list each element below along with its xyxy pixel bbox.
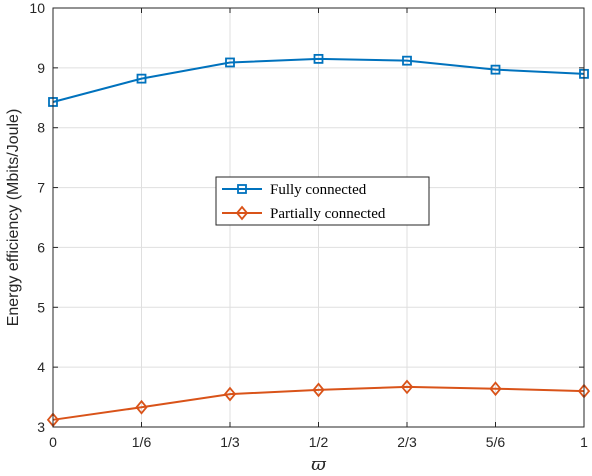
x-tick-label: 1 [580, 434, 588, 450]
legend-label: Partially connected [270, 206, 386, 222]
y-tick-label: 9 [37, 60, 45, 76]
series-fully-connected [48, 53, 589, 107]
x-tick-label: 1/3 [220, 434, 240, 450]
data-point [225, 57, 235, 68]
series-line [52, 57, 585, 103]
data-point [312, 382, 325, 398]
axis-ticks: 0 1/6 1/3 1/2 2/3 5/6 1 3 4 5 6 7 8 9 10 [29, 0, 588, 450]
x-tick-label: 1/6 [132, 434, 152, 450]
y-tick-label: 5 [37, 299, 45, 315]
legend-label: Fully connected [270, 182, 367, 198]
data-point [135, 399, 148, 415]
y-axis-label: Energy efficiency (Mbits/Joule) [5, 109, 22, 327]
x-axis-label: ϖ [311, 454, 327, 475]
x-tick-label: 0 [49, 434, 57, 450]
y-tick-label: 6 [37, 239, 45, 255]
legend-marker [237, 184, 247, 194]
series-line [52, 385, 585, 421]
data-point [400, 379, 414, 395]
data-point [223, 386, 237, 402]
data-point [136, 73, 147, 84]
x-tick-label: 5/6 [486, 434, 506, 450]
data-point [489, 381, 502, 397]
x-tick-label: 2/3 [397, 434, 417, 450]
legend-item: Fully connected [222, 182, 367, 198]
series-group [46, 53, 591, 428]
y-tick-label: 10 [29, 0, 45, 16]
y-tick-label: 4 [37, 359, 45, 375]
y-tick-label: 7 [37, 180, 45, 196]
data-point [402, 55, 412, 66]
data-point [490, 64, 501, 75]
y-tick-label: 8 [37, 120, 45, 136]
legend-box [215, 176, 430, 226]
x-tick-label: 1/2 [309, 434, 329, 450]
legend-marker [235, 205, 249, 221]
y-tick-label: 3 [37, 419, 45, 435]
data-point [313, 53, 324, 64]
legend: Fully connected Partially connected [215, 176, 430, 226]
series-partially-connected [46, 379, 591, 428]
legend-item: Partially connected [222, 205, 386, 222]
